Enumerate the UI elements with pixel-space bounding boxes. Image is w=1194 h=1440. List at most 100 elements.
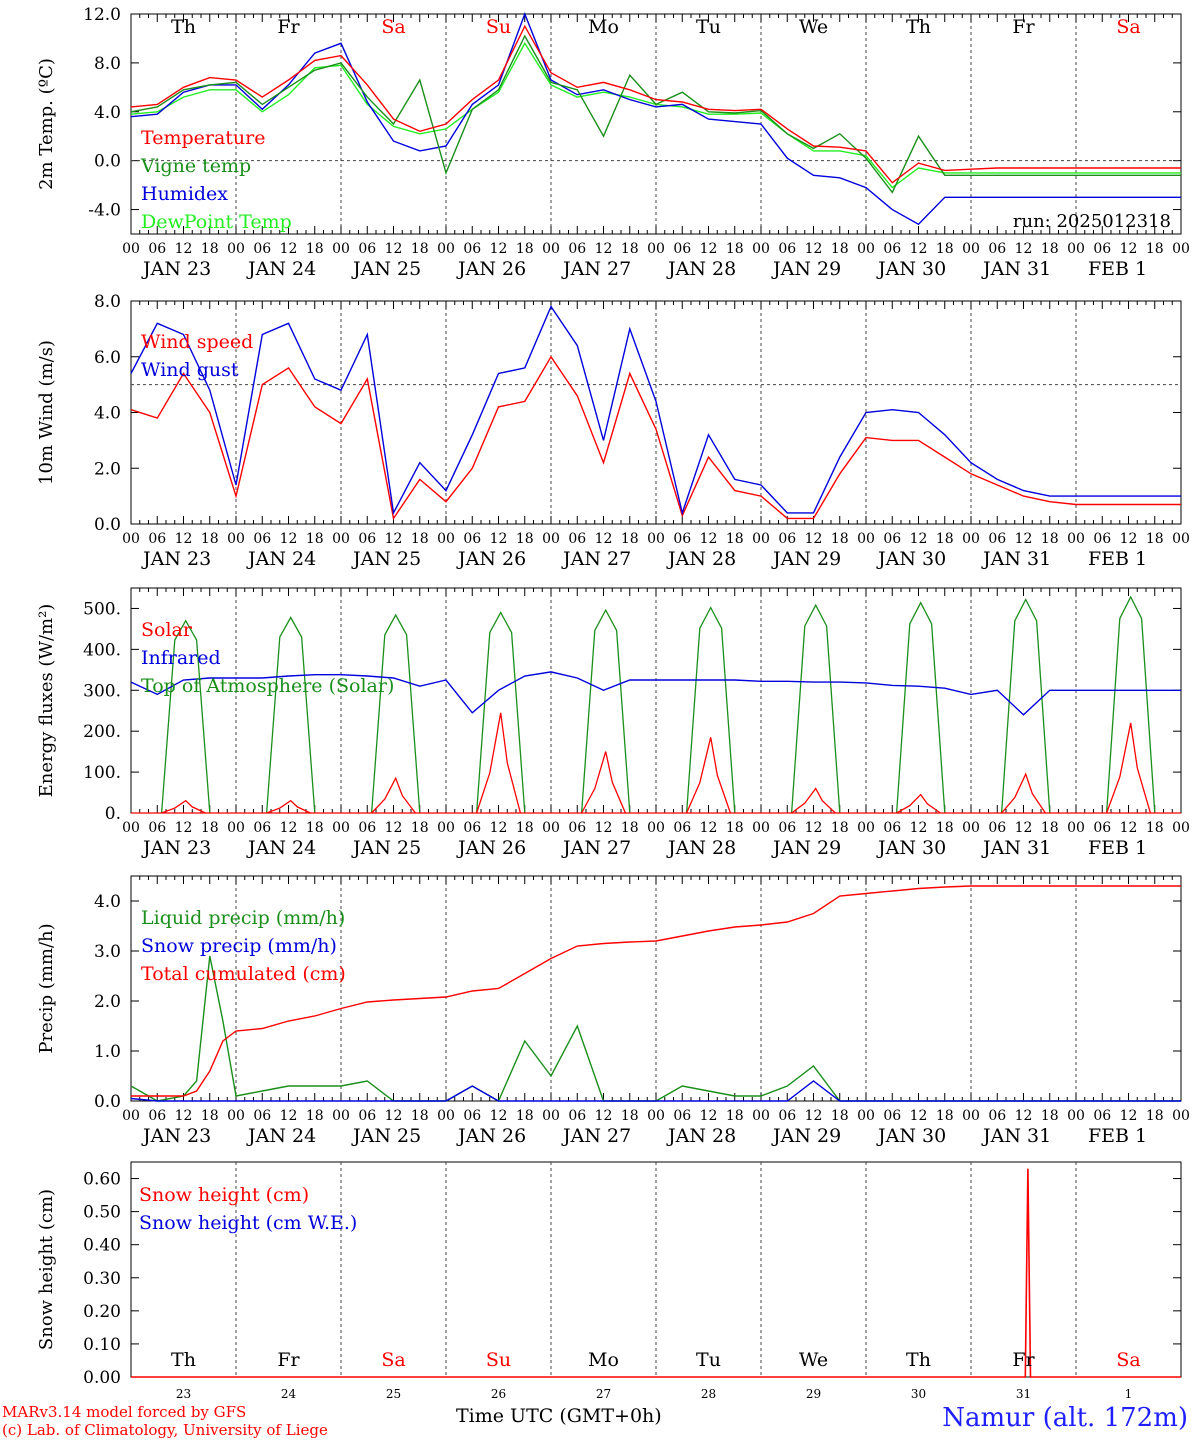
hour-label: 00 <box>962 1108 980 1124</box>
hour-label: 18 <box>831 820 849 836</box>
hour-label: 12 <box>805 1108 823 1124</box>
hour-label: 18 <box>936 531 954 547</box>
y-tick-label: 1.0 <box>94 1042 121 1062</box>
infrared-line <box>130 671 1181 716</box>
y-axis-label: Precip (mm/h) <box>36 923 57 1053</box>
day-label: JAN 24 <box>246 548 316 570</box>
toa-solar-line <box>1105 595 1156 814</box>
hour-label: 18 <box>516 1108 534 1124</box>
solar-line <box>1001 772 1046 814</box>
toa-solar-line <box>580 608 631 814</box>
day-name: Sa <box>381 16 405 38</box>
temp-series-line <box>130 24 1181 184</box>
hour-label: 12 <box>595 820 613 836</box>
y-axis-label: 2m Temp. (ºC) <box>36 58 57 190</box>
hour-label: 00 <box>857 531 875 547</box>
hour-label: 00 <box>962 241 980 257</box>
hour-label: 18 <box>411 1108 429 1124</box>
hour-label: 06 <box>358 820 376 836</box>
hour-label: 00 <box>752 820 770 836</box>
hour-label: 00 <box>857 241 875 257</box>
hour-label: 06 <box>778 241 796 257</box>
solar-line <box>161 799 206 814</box>
hour-label: 18 <box>1146 531 1164 547</box>
day-name: We <box>799 1349 828 1371</box>
day-label: FEB 1 <box>1088 258 1147 280</box>
day-label: JAN 26 <box>456 1125 526 1147</box>
toa-solar-line <box>790 603 841 814</box>
hour-label: 12 <box>175 531 193 547</box>
hour-label: 06 <box>1093 1108 1111 1124</box>
hour-label: 00 <box>332 820 350 836</box>
day-number: 30 <box>911 1387 926 1401</box>
hour-label: 06 <box>463 241 481 257</box>
solar-line <box>791 787 836 814</box>
hour-label: 06 <box>883 1108 901 1124</box>
hour-label: 00 <box>437 1108 455 1124</box>
day-label: FEB 1 <box>1088 548 1147 570</box>
temp-series-line <box>130 34 1181 194</box>
hour-label: 18 <box>1041 531 1059 547</box>
hour-label: 12 <box>175 1108 193 1124</box>
hour-label: 00 <box>542 241 560 257</box>
day-label: JAN 26 <box>456 548 526 570</box>
toa-solar-line <box>475 611 526 814</box>
hour-label: 00 <box>542 531 560 547</box>
hour-label: 18 <box>201 531 219 547</box>
day-label: JAN 29 <box>771 548 841 570</box>
y-tick-label: 2.0 <box>94 459 121 479</box>
hour-label: 06 <box>778 531 796 547</box>
y-tick-label: 500. <box>83 599 121 619</box>
hour-label: 00 <box>227 1108 245 1124</box>
hour-label: 06 <box>988 531 1006 547</box>
model-credit: MARv3.14 model forced by GFS <box>2 1403 247 1421</box>
hour-label: 18 <box>306 241 324 257</box>
hour-label: 18 <box>1041 1108 1059 1124</box>
hour-label: 12 <box>595 1108 613 1124</box>
day-label: JAN 25 <box>351 1125 421 1147</box>
hour-label: 00 <box>437 820 455 836</box>
hour-label: 12 <box>1120 820 1138 836</box>
hour-label: 06 <box>253 531 271 547</box>
y-tick-label: 400. <box>83 640 121 660</box>
hour-label: 00 <box>1067 241 1085 257</box>
day-label: JAN 30 <box>876 837 946 859</box>
hour-label: 12 <box>910 1108 928 1124</box>
hour-label: 06 <box>358 531 376 547</box>
legend-entry: DewPoint Temp <box>141 211 292 233</box>
day-label: FEB 1 <box>1088 837 1147 859</box>
hour-label: 12 <box>280 531 298 547</box>
hour-label: 12 <box>490 531 508 547</box>
day-label: JAN 30 <box>876 548 946 570</box>
day-number: 28 <box>701 1387 716 1401</box>
hour-label: 06 <box>148 1108 166 1124</box>
hour-label: 12 <box>175 820 193 836</box>
hour-label: 12 <box>910 820 928 836</box>
day-name: Su <box>486 1349 511 1371</box>
hour-label: 12 <box>805 531 823 547</box>
day-name: Th <box>906 16 931 38</box>
hour-label: 06 <box>253 820 271 836</box>
day-name: Th <box>171 16 196 38</box>
hour-label: 06 <box>988 1108 1006 1124</box>
hour-label: 12 <box>910 241 928 257</box>
day-label: JAN 23 <box>141 258 211 280</box>
day-number: 31 <box>1016 1387 1031 1401</box>
day-label: JAN 28 <box>666 1125 736 1147</box>
hour-label: 06 <box>988 241 1006 257</box>
legend-entry: Temperature <box>141 127 265 149</box>
legend-entry: Liquid precip (mm/h) <box>141 907 345 929</box>
day-label: JAN 24 <box>246 1125 316 1147</box>
y-tick-label: 0.0 <box>94 152 121 172</box>
day-name: Fr <box>1012 16 1035 38</box>
y-tick-label: 6.0 <box>94 348 121 368</box>
day-label: JAN 23 <box>141 548 211 570</box>
day-name: Fr <box>277 16 300 38</box>
y-tick-label: 0.20 <box>83 1302 121 1322</box>
day-label: JAN 29 <box>771 258 841 280</box>
hour-label: 00 <box>857 1108 875 1124</box>
hour-label: 06 <box>568 820 586 836</box>
hour-label: 18 <box>621 820 639 836</box>
hour-label: 00 <box>1172 241 1190 257</box>
hour-label: 06 <box>148 531 166 547</box>
